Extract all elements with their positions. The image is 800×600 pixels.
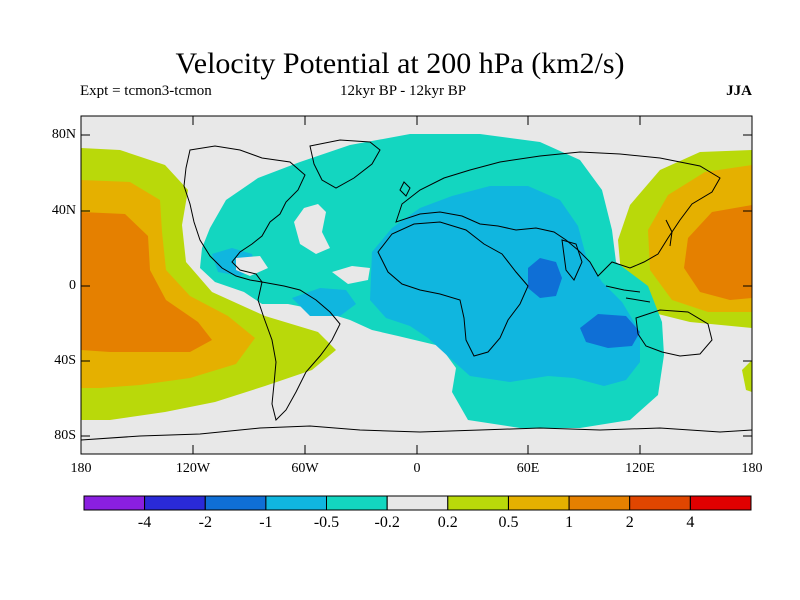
colorbar-box	[204, 495, 267, 511]
lon-label-120e: 120E	[625, 461, 655, 476]
coastlines	[81, 139, 752, 441]
lon-label-60e: 60E	[516, 461, 540, 476]
coastline-uk	[399, 181, 411, 197]
colorbar-label: -0.2	[374, 514, 400, 531]
colorbar-label: -0.5	[313, 514, 340, 531]
lat-label-40n: 40N	[51, 203, 76, 218]
coastline-australia	[635, 309, 713, 357]
coastline-india	[561, 239, 583, 281]
lat-label-80n: 80N	[51, 127, 76, 142]
colorbar-box	[629, 495, 691, 511]
axis-ticks	[81, 116, 752, 454]
coastline-greenland	[309, 139, 381, 189]
lat-label-0: 0	[69, 278, 76, 293]
colorbar-box	[447, 495, 509, 511]
colorbar-label: -4	[137, 514, 152, 531]
contour-north-atlantic-neutral	[294, 204, 330, 254]
contour-east-edge-0-2	[742, 360, 752, 392]
colorbar-label: -1	[259, 514, 273, 531]
lon-label-180e: 180	[741, 461, 763, 476]
season-label: JJA	[726, 83, 752, 99]
page-title: Velocity Potential at 200 hPa (km2/s)	[175, 47, 625, 80]
experiment-label: Expt = tcmon3-tcmon	[80, 83, 212, 99]
colorbar-box	[144, 495, 206, 511]
lon-label-60w: 60W	[291, 461, 319, 476]
coastline-europe-asia	[395, 151, 721, 277]
period-label: 12kyr BP - 12kyr BP	[340, 83, 467, 99]
lat-label-40s: 40S	[54, 353, 76, 368]
coastline-antarctica	[81, 425, 752, 441]
contour-east-pacific-1	[81, 212, 212, 352]
lon-label-120w: 120W	[175, 461, 211, 476]
colorbar-box	[568, 495, 631, 511]
colorbar	[83, 495, 752, 511]
colorbar-box	[689, 495, 752, 511]
coastline-japan	[665, 219, 673, 247]
colorbar-box	[386, 495, 449, 511]
coastline-north-america	[183, 145, 306, 283]
lon-label-0: 0	[413, 461, 421, 476]
colorbar-label: 0.2	[437, 514, 458, 531]
contour-field	[81, 116, 752, 454]
colorbar-box	[265, 495, 327, 511]
colorbar-label: 4	[686, 514, 695, 531]
colorbar-box	[508, 495, 570, 511]
colorbar-box	[326, 495, 388, 511]
colorbar-label: 0.5	[498, 514, 519, 531]
contour-west-pacific-1	[684, 205, 752, 300]
colorbar-label: 1	[565, 514, 574, 531]
coastline-indonesia	[605, 285, 651, 303]
lon-label-180w: 180	[70, 461, 92, 476]
contour-center-neg-0-5	[370, 186, 640, 386]
contour-center-neg-1a	[528, 258, 562, 298]
coastline-africa	[377, 221, 529, 357]
contour-center-neg-1b	[580, 314, 640, 348]
colorbar-box	[83, 495, 146, 511]
coastline-south-america	[257, 281, 341, 421]
contour-atlantic-neutral	[332, 266, 370, 284]
colorbar-label: -2	[198, 514, 212, 531]
colorbar-label: 2	[625, 514, 634, 531]
lat-label-80s: 80S	[54, 428, 76, 443]
